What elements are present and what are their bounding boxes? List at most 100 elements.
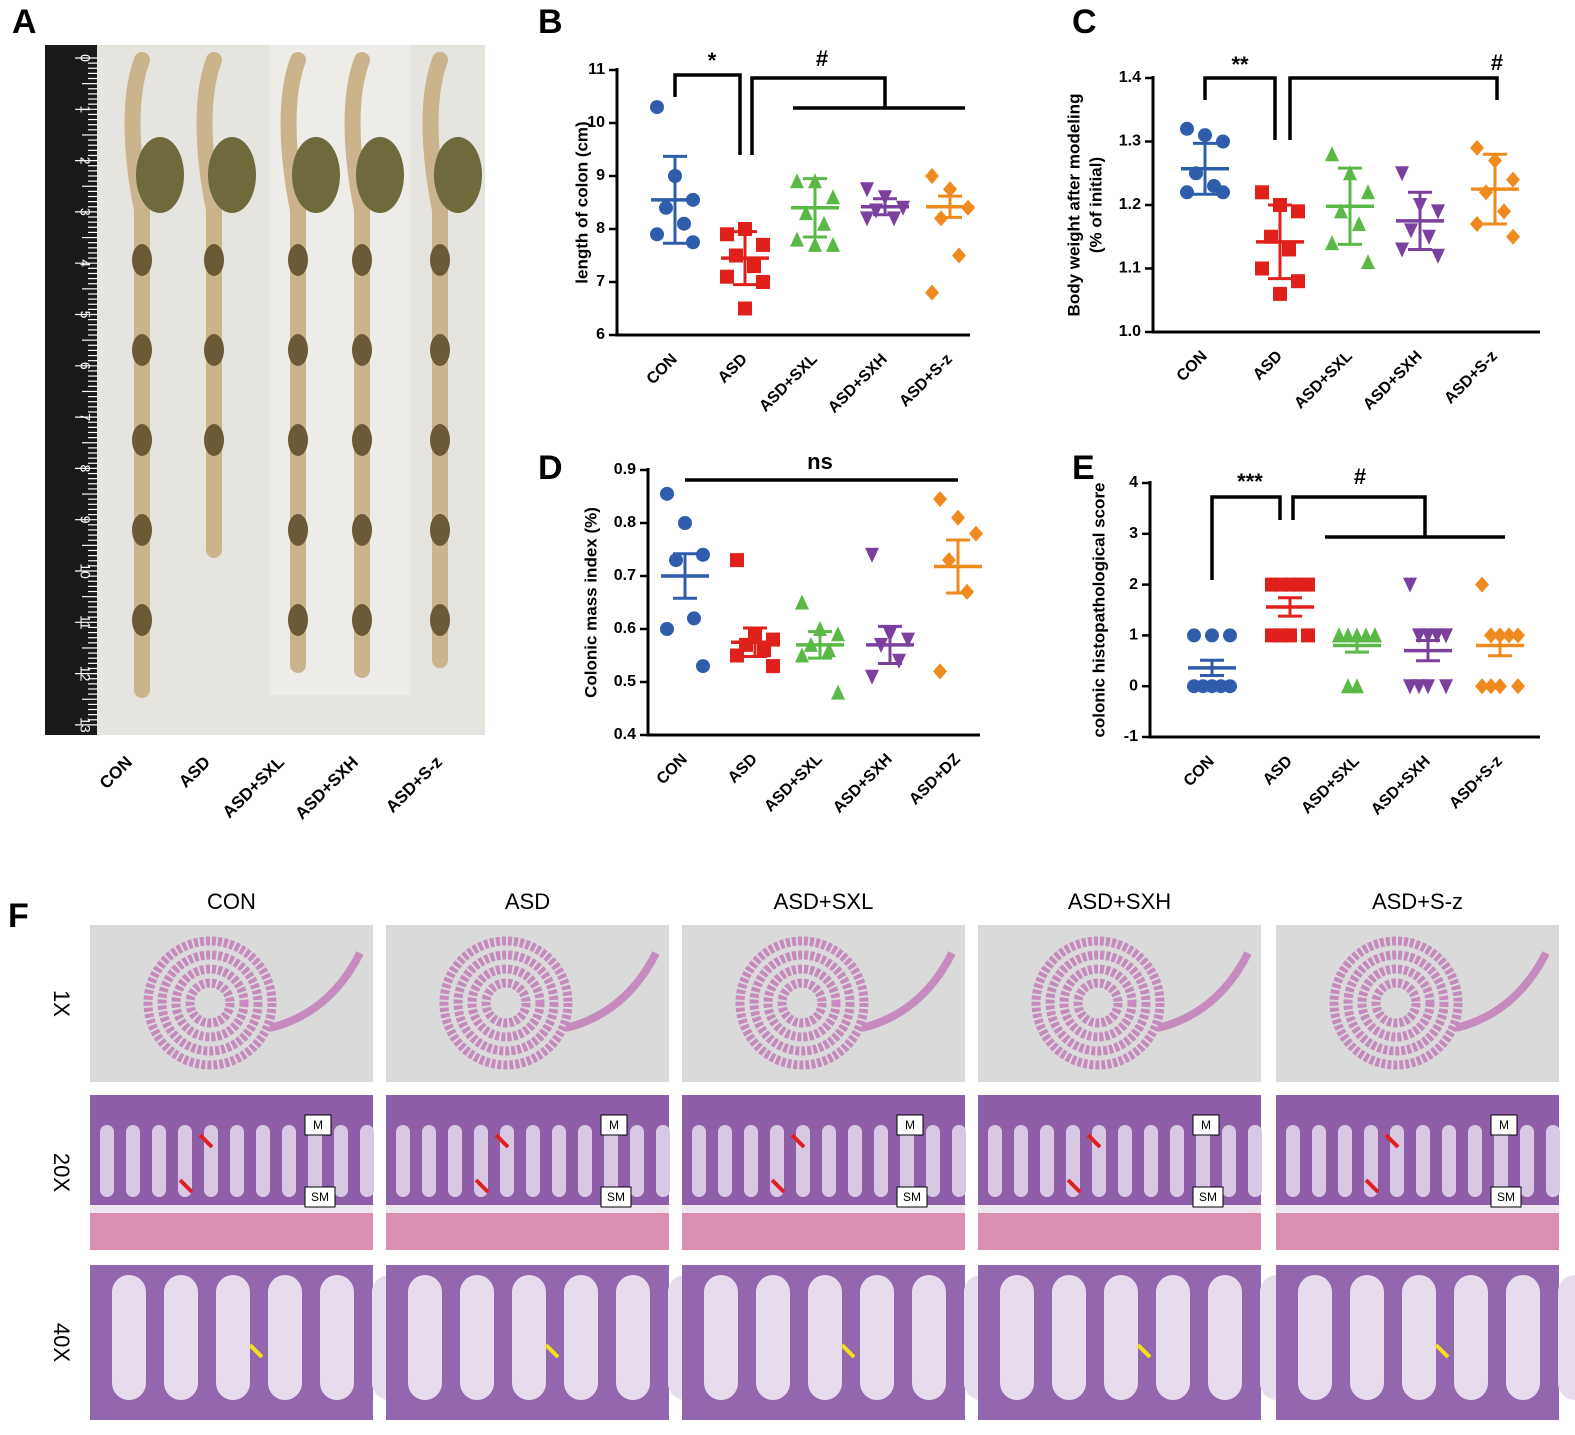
significance-bracket xyxy=(1210,495,1282,580)
submucosa xyxy=(386,1205,669,1213)
colon-pellet xyxy=(132,244,152,276)
data-point xyxy=(720,269,734,284)
colon-pellet xyxy=(204,424,224,456)
data-point xyxy=(1352,216,1366,232)
data-point xyxy=(1255,185,1269,200)
muscle-layer xyxy=(682,1213,965,1250)
category-label: CON xyxy=(1181,753,1218,790)
data-point xyxy=(1506,171,1520,188)
data-point xyxy=(1421,679,1435,695)
data-point xyxy=(729,248,743,263)
crypt xyxy=(616,1275,650,1400)
data-point xyxy=(790,173,804,189)
arrow xyxy=(790,1133,806,1149)
ruler-number: 12 xyxy=(77,666,93,682)
colon-pellet xyxy=(204,244,224,276)
tissue-ring xyxy=(1059,964,1137,1042)
marker-box xyxy=(1490,1114,1518,1136)
ruler-number: 10 xyxy=(77,563,93,579)
y-tick-label: 10 xyxy=(587,114,605,131)
crypt xyxy=(1248,1125,1262,1197)
crypt xyxy=(256,1125,270,1197)
data-point xyxy=(1350,678,1364,694)
data-point xyxy=(865,669,879,685)
ruler-number: 0 xyxy=(77,54,93,62)
data-point xyxy=(925,284,939,301)
crypt xyxy=(604,1125,618,1197)
data-point xyxy=(1403,577,1417,593)
category-label: ASD+SXL xyxy=(219,753,288,822)
data-point xyxy=(1412,628,1426,644)
data-point xyxy=(669,553,683,568)
category-label: ASD+SXH xyxy=(830,751,896,817)
data-point xyxy=(1291,274,1305,289)
y-tick-label: 0.7 xyxy=(614,567,636,584)
colon-cecum xyxy=(208,137,256,213)
category-label: ASD+S-z xyxy=(1446,753,1505,812)
crypt xyxy=(860,1275,894,1400)
significance-bracket xyxy=(1291,495,1427,537)
tissue-ring xyxy=(1343,950,1449,1056)
crypt xyxy=(216,1275,250,1400)
panel-letter: F xyxy=(8,897,29,935)
marker-label: M xyxy=(1499,1118,1509,1132)
significance-label: # xyxy=(816,46,828,71)
category-label: ASD xyxy=(715,351,751,387)
crypt xyxy=(1338,1125,1352,1197)
crypt xyxy=(448,1125,462,1197)
data-point xyxy=(1187,679,1201,694)
crypt xyxy=(926,1125,940,1197)
data-point xyxy=(1223,628,1237,643)
marker-box xyxy=(1490,1186,1522,1208)
tissue-ring xyxy=(185,978,235,1028)
marker-label: SM xyxy=(607,1190,625,1204)
colon-pellet xyxy=(352,514,372,546)
data-point xyxy=(1412,679,1426,695)
y-axis-label: length of colon (cm) xyxy=(572,121,591,283)
crypt xyxy=(320,1275,354,1400)
crypt xyxy=(408,1275,442,1400)
y-tick-label: 9 xyxy=(596,167,605,184)
submucosa xyxy=(1276,1205,1559,1213)
data-point xyxy=(1301,628,1315,643)
crypt xyxy=(308,1125,322,1197)
data-point xyxy=(1422,229,1436,245)
marker-box xyxy=(896,1114,924,1136)
data-point xyxy=(1484,678,1498,695)
y-tick-label: 0.9 xyxy=(614,461,636,478)
crypt xyxy=(564,1275,598,1400)
data-point xyxy=(1341,678,1355,694)
crypt xyxy=(1118,1125,1132,1197)
y-axis-label: (% of initial) xyxy=(1086,157,1105,253)
data-point xyxy=(1361,254,1375,270)
y-tick-label: 1 xyxy=(1129,627,1138,644)
crypt xyxy=(1208,1275,1242,1400)
arrow xyxy=(544,1343,560,1359)
colon-pellet xyxy=(288,514,308,546)
crypt xyxy=(1454,1275,1488,1400)
marker-label: M xyxy=(609,1118,619,1132)
tissue-ring xyxy=(749,950,855,1056)
category-label: ASD+SXH xyxy=(1368,753,1434,819)
colon-pellet xyxy=(430,604,450,636)
ruler-number: 11 xyxy=(77,615,93,630)
tissue-ring xyxy=(481,978,531,1028)
crypt xyxy=(796,1125,810,1197)
data-point xyxy=(1431,204,1445,220)
ruler-number: 1 xyxy=(77,105,93,113)
crypt xyxy=(282,1125,296,1197)
arrow xyxy=(1434,1343,1450,1359)
crypt xyxy=(422,1125,436,1197)
data-point xyxy=(1274,628,1288,643)
submucosa xyxy=(978,1205,1261,1213)
category-label: ASD xyxy=(175,753,214,792)
data-point xyxy=(822,642,836,658)
tissue-ring xyxy=(777,978,827,1028)
ruler-number: 2 xyxy=(77,157,93,165)
data-point xyxy=(901,632,915,648)
marker-box xyxy=(1192,1186,1224,1208)
y-tick-label: 1.1 xyxy=(1119,260,1141,277)
muscle-layer xyxy=(90,1213,373,1250)
data-point xyxy=(1274,577,1288,592)
y-tick-label: 0.4 xyxy=(614,726,636,743)
